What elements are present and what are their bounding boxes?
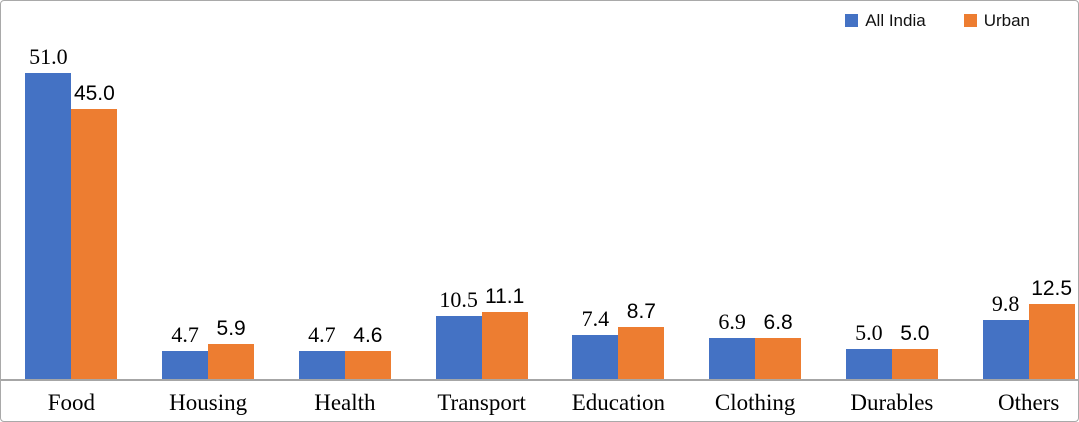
bar-urban-clothing: 6.8 <box>755 312 802 379</box>
bar-all-india-others: 9.8 <box>982 293 1029 379</box>
bar-urban-housing: 5.9 <box>208 318 255 379</box>
x-axis-labels: Food Housing Health Transport Education Cloth… <box>3 381 1078 421</box>
bar-group-health: 4.7 4.6 <box>277 19 414 379</box>
bar-all-india-transport: 10.5 <box>435 289 482 379</box>
bar-urban-food: 45.0 <box>71 83 118 379</box>
category-label-food: Food <box>47 390 96 415</box>
category-label-durables: Durables <box>850 390 934 415</box>
bar-all-india-education: 7.4 <box>572 307 619 379</box>
value-label: 9.8 <box>991 291 1020 317</box>
bar-group-education: 7.4 8.7 <box>550 19 687 379</box>
value-label: 6.8 <box>763 311 793 335</box>
category-label-housing: Housing <box>169 390 248 415</box>
value-label: 4.7 <box>308 321 336 347</box>
value-label: 4.7 <box>171 321 199 347</box>
legend-label-all-india: All India <box>865 11 926 30</box>
plot-area: 51.0 45.0 4.7 5.9 4.7 4.6 10.5 11.1 7.4 8.7 6.9 6.8… <box>3 19 1078 379</box>
value-label: 4.6 <box>353 324 383 348</box>
legend-item-all-india: All India <box>845 11 926 30</box>
value-label: 6.9 <box>718 308 746 334</box>
bar-urban-durables: 5.0 <box>891 323 938 379</box>
legend-swatch-urban-icon <box>963 14 977 27</box>
bar-group-transport: 10.5 11.1 <box>413 19 550 379</box>
legend: All India Urban <box>845 12 1030 29</box>
category-label-education: Education <box>571 390 665 415</box>
value-label: 7.4 <box>581 305 610 331</box>
category-label-others: Others <box>997 390 1060 415</box>
legend-swatch-all-india-icon <box>845 14 859 27</box>
bar-urban-health: 4.6 <box>344 325 391 379</box>
bar-all-india-durables: 5.0 <box>845 322 892 379</box>
category-label-clothing: Clothing <box>714 390 796 415</box>
category-label-health: Health <box>314 390 376 415</box>
value-label: 45.0 <box>73 82 115 105</box>
bar-all-india-food: 51.0 <box>25 46 72 379</box>
bar-group-food: 51.0 45.0 <box>3 19 140 379</box>
bar-urban-others: 12.5 <box>1028 278 1075 379</box>
bar-all-india-health: 4.7 <box>298 323 345 379</box>
value-label: 5.0 <box>900 322 930 345</box>
value-label: 51.0 <box>29 44 68 69</box>
x-axis-line <box>1 379 1078 381</box>
value-label: 5.0 <box>855 320 883 345</box>
bar-all-india-clothing: 6.9 <box>709 310 756 379</box>
value-label: 5.9 <box>216 316 246 340</box>
legend-item-urban: Urban <box>963 11 1030 30</box>
legend-label-urban: Urban <box>983 11 1030 30</box>
value-label: 11.1 <box>484 285 525 309</box>
value-label: 12.5 <box>1031 277 1073 300</box>
bar-group-durables: 5.0 5.0 <box>824 19 961 379</box>
category-label-transport: Transport <box>437 390 526 415</box>
bar-group-housing: 4.7 5.9 <box>140 19 277 379</box>
bar-all-india-housing: 4.7 <box>162 323 209 379</box>
bar-urban-transport: 11.1 <box>481 286 528 379</box>
value-label: 10.5 <box>439 287 478 312</box>
value-label: 8.7 <box>626 299 656 323</box>
bar-group-others: 9.8 12.5 <box>960 19 1078 379</box>
bar-group-clothing: 6.9 6.8 <box>687 19 824 379</box>
bar-urban-education: 8.7 <box>618 301 665 379</box>
